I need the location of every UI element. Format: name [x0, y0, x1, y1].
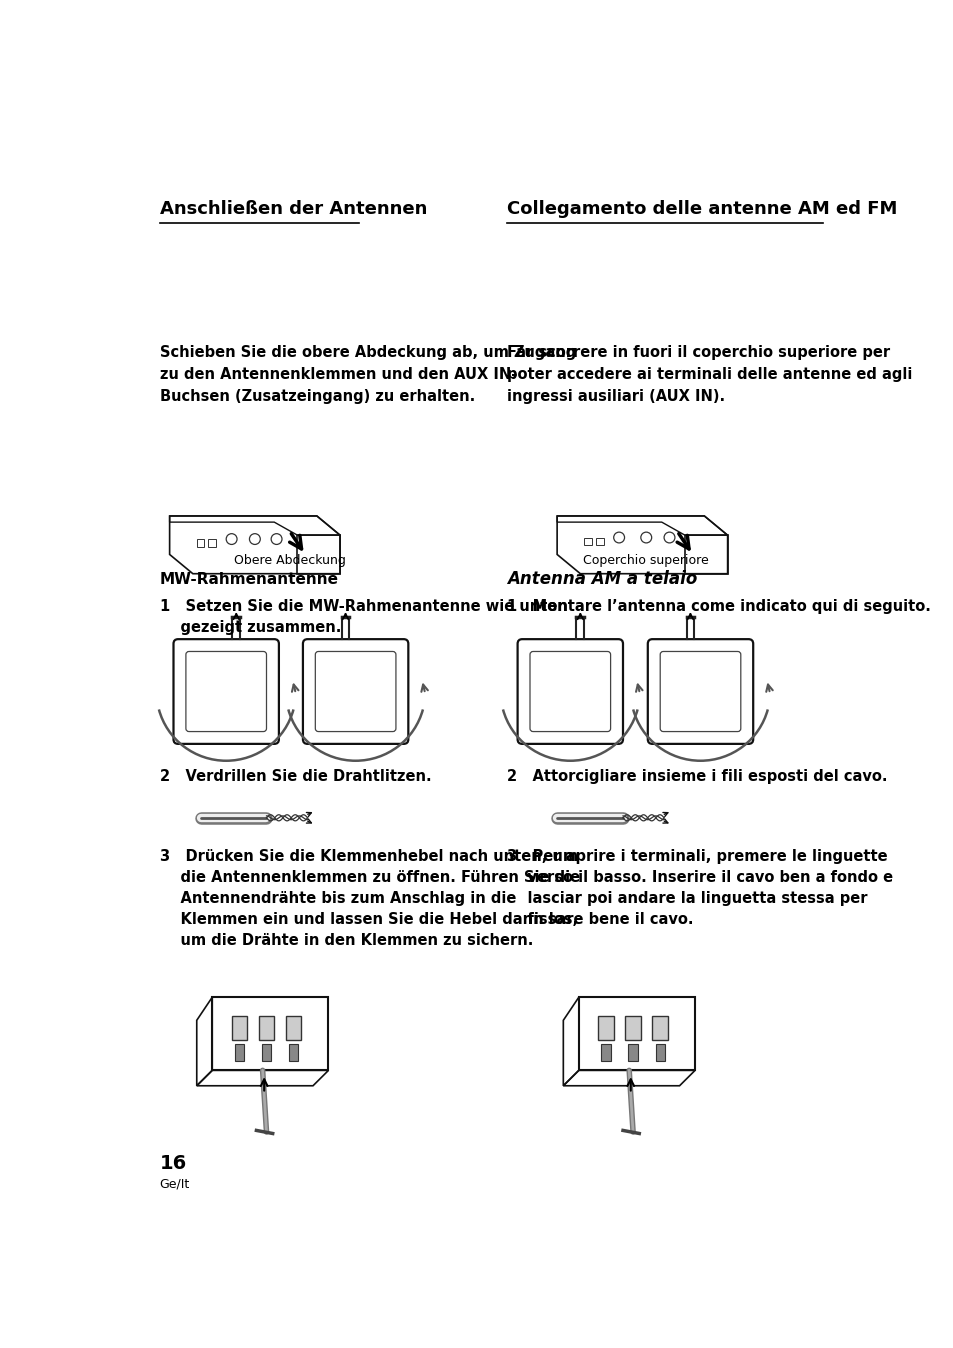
Bar: [628, 1045, 637, 1061]
Text: 2   Attorcigliare insieme i fili esposti del cavo.: 2 Attorcigliare insieme i fili esposti d…: [506, 768, 886, 783]
Bar: [289, 1045, 298, 1061]
Text: Schieben Sie die obere Abdeckung ab, um Zugang
zu den Antennenklemmen und den AU: Schieben Sie die obere Abdeckung ab, um …: [159, 345, 576, 404]
Bar: [624, 1016, 640, 1039]
Bar: [234, 1045, 244, 1061]
Bar: [258, 1016, 274, 1039]
Text: 2   Verdrillen Sie die Drahtlitzen.: 2 Verdrillen Sie die Drahtlitzen.: [159, 768, 431, 783]
Text: 1   Montare l’antenna come indicato qui di seguito.: 1 Montare l’antenna come indicato qui di…: [506, 599, 929, 615]
Text: Antenna AM a telaio: Antenna AM a telaio: [506, 570, 697, 588]
Text: 3   Drücken Sie die Klemmenhebel nach unten, um
    die Antennenklemmen zu öffne: 3 Drücken Sie die Klemmenhebel nach unte…: [159, 849, 579, 948]
Text: Anschließen der Antennen: Anschließen der Antennen: [159, 200, 427, 218]
Bar: [232, 1016, 247, 1039]
Bar: [208, 539, 216, 547]
Bar: [652, 1016, 667, 1039]
Text: Collegamento delle antenne AM ed FM: Collegamento delle antenne AM ed FM: [506, 200, 896, 218]
Bar: [598, 1016, 613, 1039]
Text: 1   Setzen Sie die MW-Rahmenantenne wie unten
    gezeigt zusammen.: 1 Setzen Sie die MW-Rahmenantenne wie un…: [159, 599, 567, 635]
Text: MW-Rahmenantenne: MW-Rahmenantenne: [159, 572, 338, 586]
Bar: [600, 1045, 610, 1061]
Bar: [212, 998, 328, 1070]
Text: 3   Per aprire i terminali, premere le linguette
    verso il basso. Inserire il: 3 Per aprire i terminali, premere le lin…: [506, 849, 892, 926]
Bar: [286, 1016, 301, 1039]
Text: Obere Abdeckung: Obere Abdeckung: [233, 554, 345, 566]
Bar: [583, 538, 592, 545]
Bar: [596, 538, 603, 545]
Text: Ge/It: Ge/It: [159, 1177, 190, 1190]
Text: Far scorrere in fuori il coperchio superiore per
poter accedere ai terminali del: Far scorrere in fuori il coperchio super…: [506, 345, 911, 404]
Bar: [578, 998, 695, 1070]
Text: Coperchio superiore: Coperchio superiore: [582, 554, 708, 566]
Bar: [261, 1045, 271, 1061]
Bar: [196, 539, 204, 547]
Text: 16: 16: [159, 1154, 187, 1173]
Bar: [655, 1045, 664, 1061]
